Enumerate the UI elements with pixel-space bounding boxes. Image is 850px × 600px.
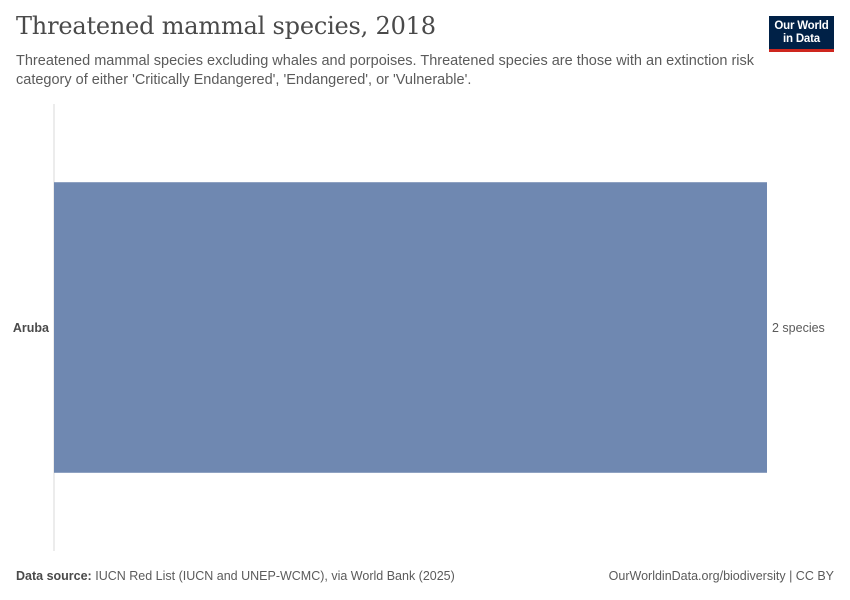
- logo-line-2: in Data: [783, 33, 820, 45]
- bar-chart: Aruba 2 species: [13, 104, 825, 551]
- owid-logo[interactable]: Our World in Data: [769, 16, 834, 52]
- footer-link[interactable]: OurWorldinData.org/biodiversity | CC BY: [608, 569, 834, 583]
- value-label: 2 species: [772, 321, 825, 335]
- logo-line-1: Our World: [774, 20, 829, 32]
- data-source-label: Data source:: [16, 569, 92, 583]
- data-source-text[interactable]: IUCN Red List (IUCN and UNEP-WCMC), via …: [95, 569, 455, 583]
- chart-subtitle: Threatened mammal species excluding whal…: [16, 53, 755, 88]
- chart-title: Threatened mammal species, 2018: [16, 12, 436, 40]
- bar-aruba[interactable]: [54, 182, 767, 473]
- data-source: Data source: IUCN Red List (IUCN and UNE…: [16, 569, 455, 583]
- category-label: Aruba: [13, 321, 50, 335]
